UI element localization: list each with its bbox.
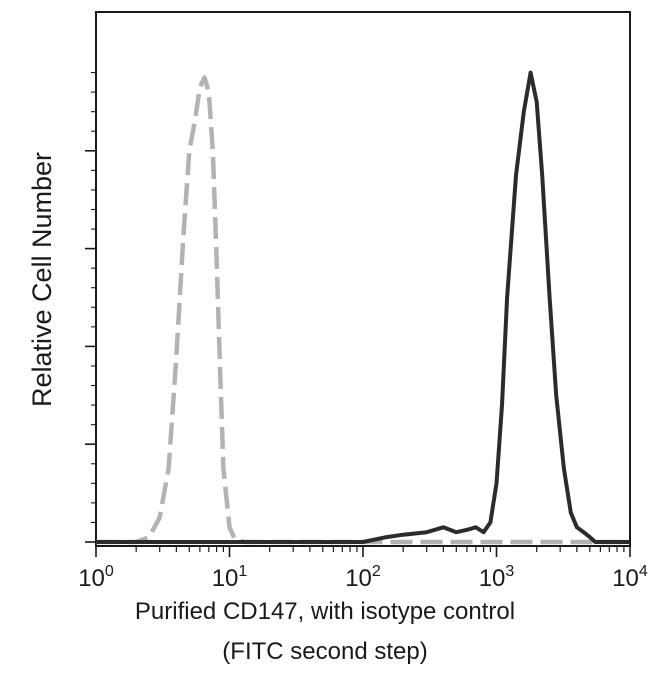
x-axis-label-line-2: (FITC second step) [222, 638, 428, 665]
x-tick-label: 100 [78, 563, 114, 592]
isotype-control-curve [96, 75, 630, 545]
x-tick-label: 101 [212, 563, 248, 592]
x-tick-label: 104 [612, 563, 648, 592]
x-tick-label: 102 [345, 563, 381, 592]
x-tick-label: 103 [479, 563, 515, 592]
cd147-curve [96, 70, 630, 544]
y-axis-label: Relative Cell Number [26, 151, 57, 407]
x-axis-label-line-1: Purified CD147, with isotype control [134, 598, 516, 625]
